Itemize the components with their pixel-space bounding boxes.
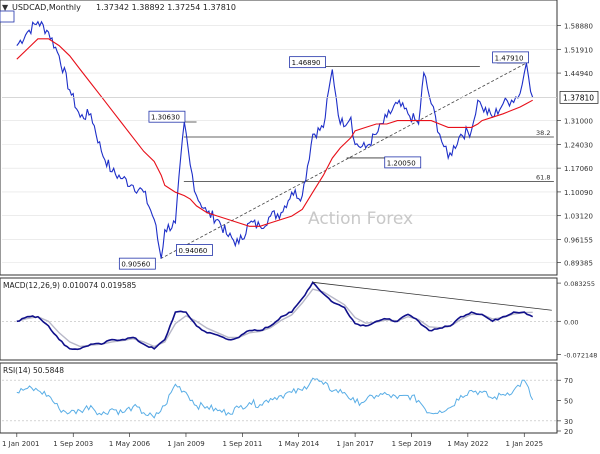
rsi-axis: 70 50 30 20	[557, 377, 573, 436]
price-annotation-box	[492, 51, 529, 64]
time-tick-label: 1 Sep 2003	[53, 440, 93, 448]
rsi-tick-label: 30	[564, 418, 573, 426]
price-series	[16, 20, 534, 259]
macd-line	[16, 280, 534, 351]
rsi-tick-label: 20	[564, 428, 573, 436]
price-tick-label: 0.89385	[564, 260, 593, 268]
time-tick-label: 1 Sep 2019	[392, 440, 432, 448]
watermark: Action Forex	[308, 209, 413, 229]
price-tick-label: 1.31000	[564, 118, 593, 126]
moving-average-line	[16, 38, 533, 227]
time-tick-label: 1 Jan 2025	[506, 440, 544, 448]
price-annotation-label: 0.90560	[121, 261, 150, 269]
price-annotation-label: 1.20050	[387, 159, 416, 167]
rsi-line	[16, 377, 534, 419]
price-annotation-label: 1.46890	[292, 59, 321, 67]
fib-61-label: 61.8	[536, 174, 550, 182]
price-tick-label: 1.10090	[564, 189, 593, 197]
current-price-label: 1.37810	[563, 93, 594, 102]
price-tick-label: 0.96155	[564, 236, 593, 244]
rsi-tick-label: 50	[564, 398, 573, 406]
price-annotation-box	[148, 110, 186, 123]
price-axis: 1.58880 1.51910 1.44940 1.31000 1.24030 1.170…	[2, 23, 599, 268]
time-tick-label: 1 Jan 2017	[336, 440, 374, 448]
price-annotations: 1.30630 1.46890 1.47910 0.90560 0.94060 1.200…	[0, 10, 529, 270]
menu-triangle-icon[interactable]: ▼	[2, 3, 9, 12]
rsi-series	[2, 377, 556, 422]
time-tick-label: 1 May 2022	[447, 440, 488, 448]
macd-title: MACD(12,26,9) 0.010074 0.019585	[3, 281, 137, 290]
time-tick-label: 1 May 2014	[278, 440, 320, 448]
price-tick-label: 1.51910	[564, 46, 593, 54]
price-tick-label: 1.58880	[564, 23, 593, 31]
current-price-box	[559, 90, 599, 104]
offscreen-label-box	[0, 10, 15, 23]
time-tick-label: 1 May 2006	[109, 440, 151, 448]
price-tick-label: 1.44940	[564, 70, 593, 78]
price-tick-label: 1.24030	[564, 141, 593, 149]
fib-38-label: 38.2	[536, 129, 550, 137]
chart-symbol-label: USDCAD,Monthly	[12, 3, 81, 12]
time-tick-label: 1 Sep 2011	[222, 440, 262, 448]
time-tick-label: 1 Jan 2001	[2, 440, 40, 448]
price-tick-label: 1.17060	[564, 165, 593, 173]
price-annotation-label: 1.47910	[495, 54, 524, 62]
ohlc-values: 1.37342 1.38892 1.37254 1.37810	[96, 3, 236, 12]
price-annotation-box	[176, 244, 213, 256]
price-annotation-label: 1.30630	[151, 114, 180, 122]
macd-axis: 0.083255 0.00 -0.072148	[557, 280, 597, 359]
price-annotation-label: 0.94060	[178, 247, 207, 255]
price-tick-label: 1.03120	[564, 213, 593, 221]
rsi-title: RSI(14) 50.5848	[3, 366, 64, 375]
macd-tick-label: -0.072148	[564, 351, 597, 359]
trend-line	[160, 62, 527, 260]
time-tick-label: 1 Jan 2009	[167, 440, 205, 448]
time-axis: 1 Jan 2001 1 Sep 2003 1 May 2006 1 Jan 2009…	[2, 433, 543, 448]
price-line	[16, 20, 534, 259]
grid-lines	[2, 25, 556, 263]
price-annotation-box	[118, 257, 156, 270]
rsi-tick-label: 70	[564, 377, 573, 385]
macd-divergence-line	[312, 281, 552, 311]
price-annotation-box	[384, 156, 422, 169]
rsi-panel	[0, 362, 558, 434]
price-panel	[0, 0, 558, 276]
price-annotation-box	[289, 56, 326, 69]
macd-tick-label: 0.00	[564, 318, 578, 326]
macd-series	[2, 280, 556, 351]
macd-tick-label: 0.083255	[564, 280, 595, 288]
